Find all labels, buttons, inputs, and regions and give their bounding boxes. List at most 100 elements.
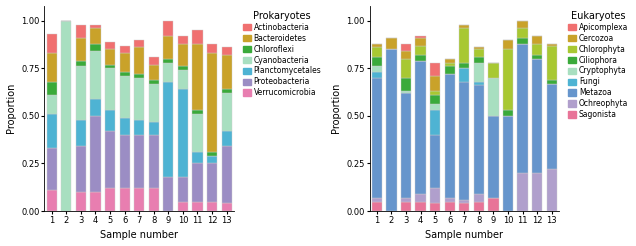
- Bar: [532, 59, 543, 173]
- Bar: [105, 42, 115, 49]
- Bar: [90, 116, 100, 192]
- Bar: [105, 68, 115, 110]
- Bar: [372, 47, 382, 57]
- Bar: [372, 78, 382, 198]
- Bar: [221, 89, 232, 93]
- Bar: [192, 110, 203, 114]
- Bar: [474, 85, 484, 194]
- Bar: [415, 194, 425, 201]
- Bar: [459, 25, 469, 28]
- Bar: [546, 80, 557, 84]
- Bar: [430, 105, 440, 110]
- Bar: [163, 63, 174, 82]
- Bar: [134, 40, 144, 47]
- Bar: [503, 116, 513, 211]
- Bar: [474, 49, 484, 57]
- Bar: [474, 63, 484, 82]
- Bar: [134, 120, 144, 135]
- Bar: [149, 80, 159, 84]
- Bar: [401, 78, 411, 91]
- Bar: [178, 44, 188, 66]
- Bar: [488, 63, 499, 78]
- Bar: [105, 131, 115, 188]
- Bar: [401, 93, 411, 198]
- Bar: [207, 44, 217, 53]
- Bar: [120, 53, 130, 72]
- Bar: [90, 51, 100, 99]
- Bar: [430, 95, 440, 105]
- Bar: [120, 118, 130, 135]
- Bar: [178, 66, 188, 70]
- Bar: [445, 59, 455, 63]
- Bar: [46, 95, 57, 114]
- Bar: [430, 188, 440, 203]
- Bar: [532, 55, 543, 59]
- Bar: [488, 198, 499, 211]
- Bar: [76, 38, 86, 61]
- Bar: [386, 38, 396, 49]
- Bar: [192, 201, 203, 211]
- Bar: [518, 28, 528, 38]
- Bar: [415, 201, 425, 211]
- Bar: [221, 131, 232, 146]
- Bar: [46, 190, 57, 211]
- Bar: [76, 192, 86, 211]
- Bar: [76, 146, 86, 192]
- Bar: [163, 82, 174, 177]
- Bar: [372, 198, 382, 201]
- Bar: [546, 169, 557, 211]
- Bar: [459, 200, 469, 203]
- Bar: [221, 55, 232, 89]
- Bar: [76, 66, 86, 120]
- Bar: [415, 38, 425, 46]
- Bar: [372, 201, 382, 211]
- Bar: [532, 36, 543, 44]
- Bar: [90, 192, 100, 211]
- Bar: [445, 201, 455, 211]
- Bar: [430, 110, 440, 135]
- Bar: [192, 152, 203, 163]
- X-axis label: Sample number: Sample number: [425, 231, 503, 240]
- Bar: [401, 44, 411, 51]
- Bar: [149, 57, 159, 64]
- Bar: [120, 46, 130, 53]
- Legend: Apicomplexa, Cercozoa, Chlorophyta, Ciliophora, Cryptophyta, Fungi, Metazoa, Och: Apicomplexa, Cercozoa, Chlorophyta, Cili…: [567, 9, 630, 121]
- Bar: [207, 152, 217, 156]
- Bar: [474, 194, 484, 201]
- Bar: [163, 59, 174, 63]
- Bar: [532, 44, 543, 55]
- Bar: [120, 72, 130, 76]
- Bar: [546, 44, 557, 46]
- Bar: [221, 203, 232, 211]
- Bar: [518, 44, 528, 173]
- Bar: [61, 21, 71, 211]
- Bar: [105, 49, 115, 64]
- Bar: [207, 156, 217, 163]
- Bar: [46, 148, 57, 190]
- Bar: [430, 203, 440, 211]
- Bar: [163, 36, 174, 59]
- Bar: [207, 201, 217, 211]
- Bar: [46, 34, 57, 53]
- Bar: [90, 99, 100, 116]
- Bar: [90, 44, 100, 51]
- Bar: [459, 203, 469, 211]
- Bar: [90, 25, 100, 28]
- Bar: [105, 110, 115, 131]
- Bar: [503, 110, 513, 116]
- Bar: [488, 78, 499, 116]
- Bar: [488, 116, 499, 198]
- Bar: [192, 44, 203, 110]
- Bar: [134, 135, 144, 188]
- Y-axis label: Proportion: Proportion: [331, 83, 341, 134]
- Bar: [46, 114, 57, 148]
- Bar: [178, 89, 188, 177]
- Bar: [415, 61, 425, 194]
- Bar: [149, 135, 159, 188]
- Bar: [518, 21, 528, 28]
- Bar: [518, 173, 528, 211]
- Bar: [518, 38, 528, 44]
- Bar: [76, 120, 86, 146]
- Bar: [459, 82, 469, 200]
- Bar: [105, 188, 115, 211]
